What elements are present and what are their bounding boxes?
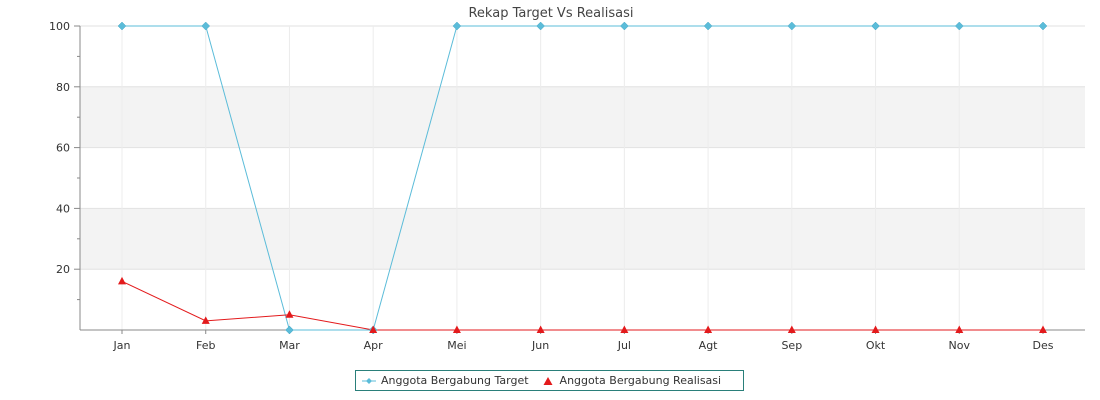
y-tick-label: 20 xyxy=(56,263,70,276)
target-point xyxy=(1038,21,1048,31)
realisasi-point xyxy=(704,325,713,333)
y-tick-label: 100 xyxy=(49,20,70,33)
legend-item-realisasi[interactable]: Anggota Bergabung Realisasi xyxy=(541,374,722,387)
target-point xyxy=(620,21,629,31)
realisasi-point xyxy=(118,276,126,285)
grid-band-1 xyxy=(80,208,1085,270)
chart-title: Rekap Target Vs Realisasi xyxy=(468,6,633,21)
legend-target-icon xyxy=(362,375,376,387)
y-tick-label: 60 xyxy=(56,142,70,155)
target-point xyxy=(285,325,294,335)
target-point xyxy=(201,21,211,31)
legend: Anggota Bergabung Target Anggota Bergabu… xyxy=(355,370,744,391)
realisasi-point xyxy=(201,316,210,324)
legend-item-target[interactable]: Anggota Bergabung Target xyxy=(362,374,529,387)
x-tick-label: Des xyxy=(1033,339,1054,352)
legend-label-realisasi: Anggota Bergabung Realisasi xyxy=(559,374,722,387)
target-point xyxy=(452,21,462,31)
target-point xyxy=(871,21,880,31)
realisasi-point xyxy=(871,325,880,333)
legend-label-target: Anggota Bergabung Target xyxy=(381,374,529,387)
x-tick-label: Apr xyxy=(364,339,384,352)
grid-band-0 xyxy=(80,86,1085,148)
target-point xyxy=(954,21,964,31)
realisasi-point xyxy=(955,325,964,333)
y-tick-label: 40 xyxy=(56,202,70,215)
series-line-0 xyxy=(122,25,1043,331)
x-tick-label: Sep xyxy=(781,339,802,352)
target-point xyxy=(117,21,127,31)
realisasi-point xyxy=(369,325,378,333)
x-tick-label: Jun xyxy=(531,339,549,352)
y-tick-label: 80 xyxy=(56,81,70,94)
realisasi-point xyxy=(787,325,796,333)
legend-realisasi-icon xyxy=(541,375,555,387)
realisasi-point xyxy=(285,310,294,318)
realisasi-point xyxy=(1039,325,1047,333)
series-line-1 xyxy=(121,280,1043,331)
target-point xyxy=(787,21,797,31)
realisasi-point xyxy=(536,325,545,333)
x-tick-label: Agt xyxy=(699,339,719,352)
target-point xyxy=(703,21,713,31)
x-tick-label: Feb xyxy=(196,339,215,352)
x-tick-label: Mei xyxy=(447,339,466,352)
x-tick-label: Jul xyxy=(617,339,631,352)
x-tick-label: Okt xyxy=(866,339,886,352)
x-tick-label: Jan xyxy=(113,339,131,352)
realisasi-point xyxy=(620,325,629,333)
target-point xyxy=(536,21,545,31)
realisasi-point xyxy=(452,325,461,333)
x-tick-label: Nov xyxy=(949,339,971,352)
x-tick-label: Mar xyxy=(279,339,300,352)
